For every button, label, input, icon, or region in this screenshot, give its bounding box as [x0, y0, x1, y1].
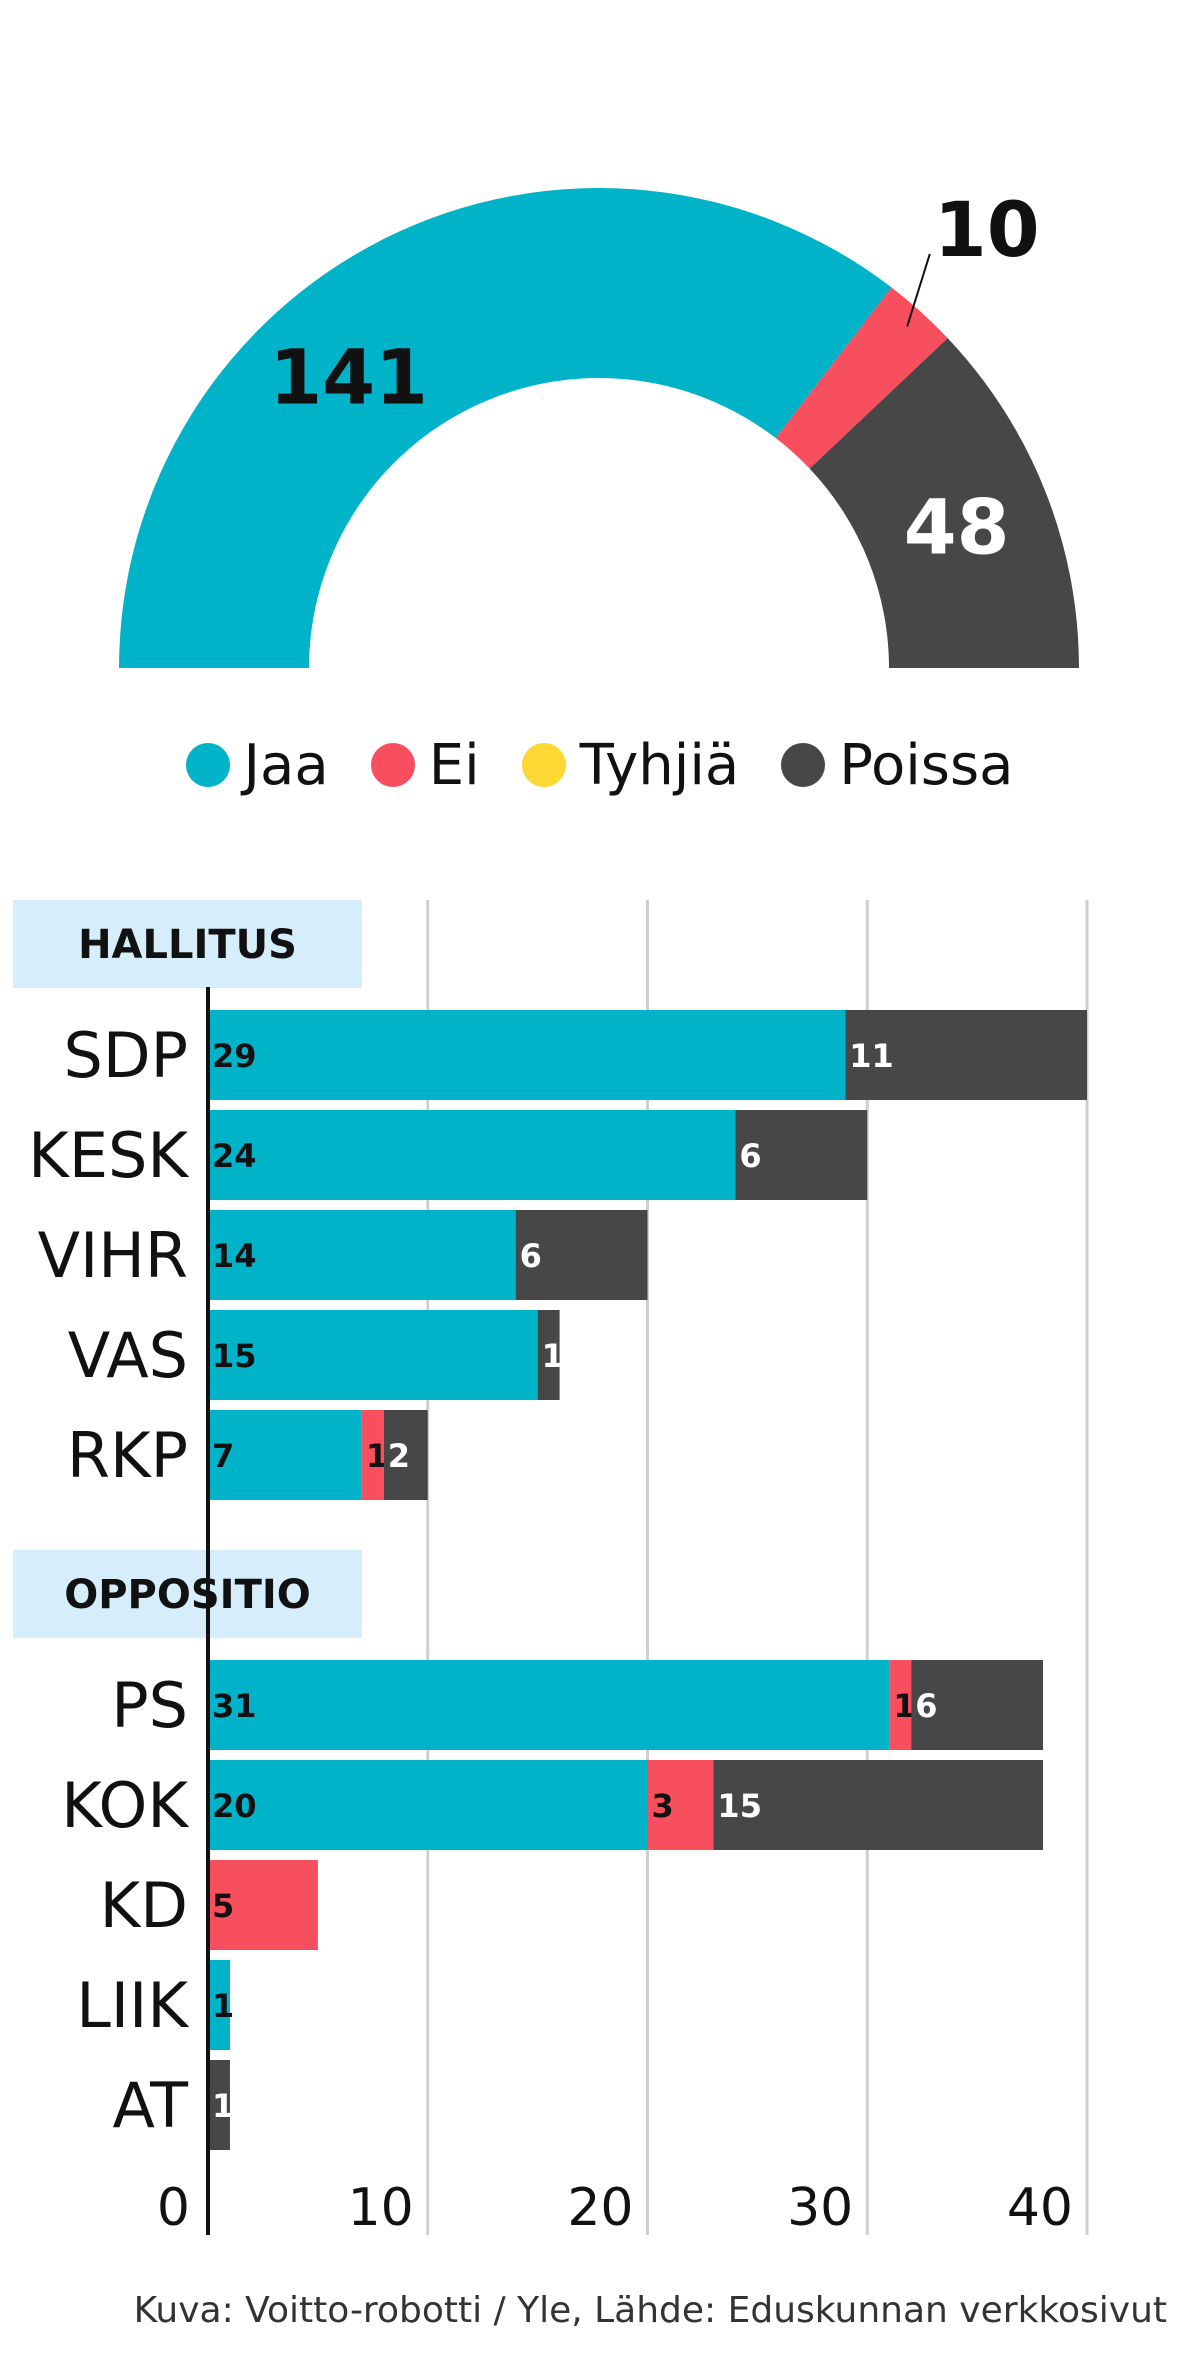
bar-value-liik-jaa: 1	[212, 1987, 234, 2025]
x-tick-40: 40	[1007, 2178, 1073, 2238]
bar-value-rkp-poissa: 2	[388, 1437, 410, 1475]
legend-dot-poissa	[781, 743, 826, 787]
party-label-vas: VAS	[68, 1319, 188, 1392]
bar-value-vas-jaa: 15	[212, 1337, 257, 1375]
party-label-kok: KOK	[61, 1769, 189, 1842]
bar-value-rkp-ei: 1	[366, 1437, 388, 1475]
bar-ps-jaa	[208, 1660, 890, 1750]
bar-rkp-poissa	[383, 1410, 428, 1500]
bar-ps-poissa	[911, 1660, 1044, 1750]
slice-leader-ei	[906, 253, 931, 327]
party-label-kesk: KESK	[28, 1119, 189, 1192]
legend-dot-jaa	[185, 743, 230, 787]
slice-label-poissa: 48	[904, 483, 1010, 572]
x-tick-30: 30	[787, 2178, 853, 2238]
party-label-vihr: VIHR	[38, 1219, 188, 1292]
group-title-hallitus: HALLITUS	[78, 922, 297, 968]
bar-value-at-poissa: 1	[212, 2087, 234, 2125]
bar-value-kesk-jaa: 24	[212, 1137, 257, 1175]
legend-item-tyhjia: Tyhjiä	[521, 732, 740, 798]
bar-rkp-ei	[361, 1410, 384, 1500]
bar-kok-jaa	[208, 1760, 648, 1850]
slice-ei	[775, 287, 948, 469]
bar-vihr-jaa	[208, 1210, 516, 1300]
bar-sdp-jaa	[208, 1010, 846, 1100]
bar-kesk-jaa	[208, 1110, 736, 1200]
party-label-rkp: RKP	[67, 1419, 188, 1492]
bar-value-vihr-jaa: 14	[212, 1237, 257, 1275]
bar-kok-poissa	[713, 1760, 1044, 1850]
bar-value-kesk-poissa: 6	[739, 1137, 761, 1175]
bar-value-ps-jaa: 31	[212, 1687, 257, 1725]
bar-vihr-poissa	[515, 1210, 648, 1300]
legend-label-jaa: Jaa	[243, 732, 329, 798]
legend-item-poissa: Poissa	[781, 733, 1013, 798]
legend-label-poissa: Poissa	[839, 732, 1014, 798]
bar-kesk-poissa	[735, 1110, 868, 1200]
bar-value-kd-ei: 5	[212, 1887, 234, 1925]
bar-kok-ei	[647, 1760, 714, 1850]
group-header-oppositio	[13, 1550, 362, 1638]
slice-poissa	[809, 338, 1079, 668]
legend-label-tyhjia: Tyhjiä	[579, 732, 740, 798]
bar-at-poissa	[208, 2060, 230, 2150]
party-label-ps: PS	[111, 1669, 188, 1742]
bar-value-rkp-jaa: 7	[212, 1437, 234, 1475]
bar-liik-jaa	[208, 1960, 230, 2050]
bar-value-kok-ei: 3	[652, 1787, 674, 1825]
bar-value-ps-poissa: 6	[915, 1687, 937, 1725]
bar-value-ps-ei: 1	[893, 1687, 915, 1725]
legend-item-jaa: Jaa	[185, 732, 329, 798]
legend-item-ei: Ei	[370, 732, 480, 798]
party-label-liik: LIIK	[76, 1969, 189, 2042]
x-tick-20: 20	[567, 2178, 633, 2238]
bar-kd-ei	[208, 1860, 318, 1950]
bar-value-vihr-poissa: 6	[520, 1237, 542, 1275]
bar-ps-ei	[889, 1660, 912, 1750]
bar-sdp-poissa	[845, 1010, 1087, 1100]
party-label-at: AT	[113, 2069, 190, 2142]
party-label-kd: KD	[100, 1869, 188, 1942]
bar-value-sdp-poissa: 11	[849, 1037, 894, 1075]
legend-label-ei: Ei	[428, 732, 480, 798]
vote-half-donut-chart: 141 10 48	[119, 185, 1079, 668]
bar-value-sdp-jaa: 29	[212, 1037, 257, 1075]
slice-label-ei: 10	[934, 185, 1040, 274]
group-title-oppositio: OPPOSITIO	[64, 1572, 311, 1618]
legend-dot-ei	[370, 743, 415, 787]
party-label-sdp: SDP	[64, 1019, 188, 1092]
legend: Jaa Ei Tyhjiä Poissa	[0, 720, 1199, 810]
legend-dot-tyhjia	[521, 743, 566, 787]
bar-value-kok-jaa: 20	[212, 1787, 257, 1825]
x-tick-10: 10	[348, 2178, 414, 2238]
bar-rkp-jaa	[208, 1410, 362, 1500]
bar-value-kok-poissa: 15	[717, 1787, 762, 1825]
group-header-hallitus	[13, 900, 362, 988]
source-credit: Kuva: Voitto-robotti / Yle, Lähde: Edusk…	[133, 2290, 1167, 2331]
x-tick-0: 0	[157, 2178, 190, 2238]
bar-vas-poissa	[537, 1310, 560, 1400]
bar-vas-jaa	[208, 1310, 538, 1400]
slice-jaa	[119, 187, 892, 668]
slice-label-jaa: 141	[269, 332, 428, 421]
bar-value-vas-poissa: 1	[542, 1337, 564, 1375]
